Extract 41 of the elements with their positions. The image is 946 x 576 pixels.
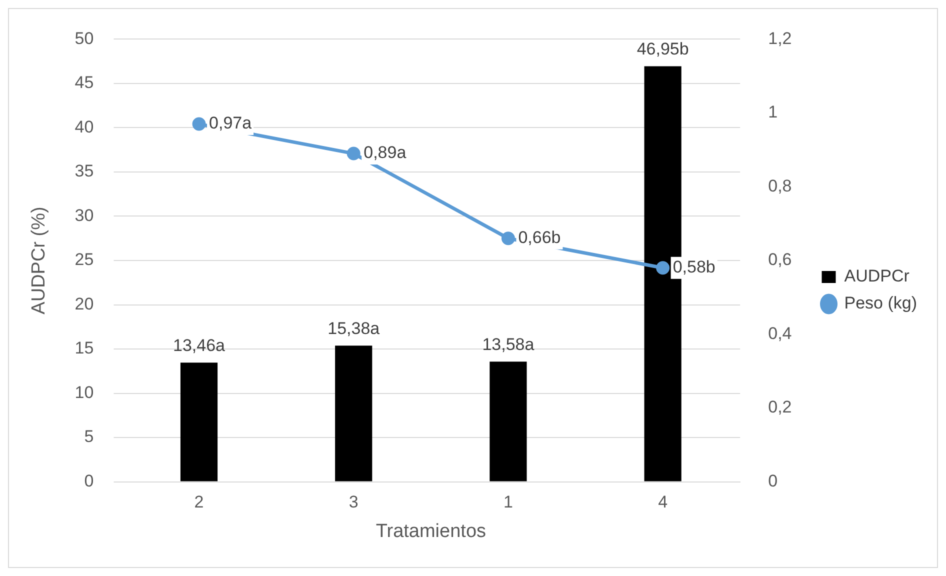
x-tick-label: 3 bbox=[348, 492, 358, 512]
y2-tick-label: 1 bbox=[768, 102, 778, 122]
y2-tick-label: 0 bbox=[768, 471, 778, 490]
legend-label: AUDPCr bbox=[844, 266, 910, 286]
point bbox=[501, 232, 515, 246]
x-tick-label: 2 bbox=[194, 492, 204, 512]
y-tick-label: 45 bbox=[74, 73, 94, 92]
y-tick-label: 35 bbox=[74, 162, 94, 181]
bar bbox=[490, 362, 527, 482]
point bbox=[346, 146, 360, 160]
y-tick-label: 20 bbox=[74, 294, 94, 314]
y-tick-label: 10 bbox=[74, 382, 94, 402]
x-tick-label: 4 bbox=[658, 492, 668, 512]
x-axis-title: Tratamientos bbox=[376, 520, 486, 542]
data-label: 13,46a bbox=[173, 336, 226, 355]
y-tick-label: 50 bbox=[74, 28, 94, 48]
bar bbox=[335, 346, 372, 482]
point bbox=[192, 117, 206, 131]
y2-tick-label: 0,8 bbox=[768, 176, 792, 196]
y2-tick-label: 0,2 bbox=[768, 398, 792, 417]
data-label: 0,58b bbox=[672, 258, 716, 277]
y-tick-label: 25 bbox=[74, 250, 94, 270]
data-label: 15,38a bbox=[328, 318, 380, 338]
y2-tick-label: 1,2 bbox=[768, 28, 792, 48]
y-tick-label: 40 bbox=[74, 117, 94, 136]
y-tick-label: 30 bbox=[74, 206, 94, 225]
y-tick-label: 5 bbox=[84, 427, 94, 446]
y2-tick-label: 0,6 bbox=[768, 250, 792, 270]
point bbox=[656, 261, 670, 275]
x-tick-label: 1 bbox=[503, 492, 513, 512]
data-label: 46,95b bbox=[636, 39, 689, 58]
bar bbox=[180, 362, 218, 482]
y-axis-title: AUDPCr (%) bbox=[28, 206, 50, 314]
y-tick-label: 15 bbox=[74, 338, 94, 358]
legend-label: Peso (kg) bbox=[844, 294, 917, 313]
data-label: 0,89a bbox=[364, 143, 407, 162]
data-label: 0,97a bbox=[209, 114, 252, 133]
data-label: 13,58a bbox=[482, 334, 535, 354]
y-tick-label: 0 bbox=[84, 471, 94, 490]
data-label: 0,66b bbox=[518, 228, 561, 248]
y2-tick-label: 0,4 bbox=[768, 324, 792, 343]
